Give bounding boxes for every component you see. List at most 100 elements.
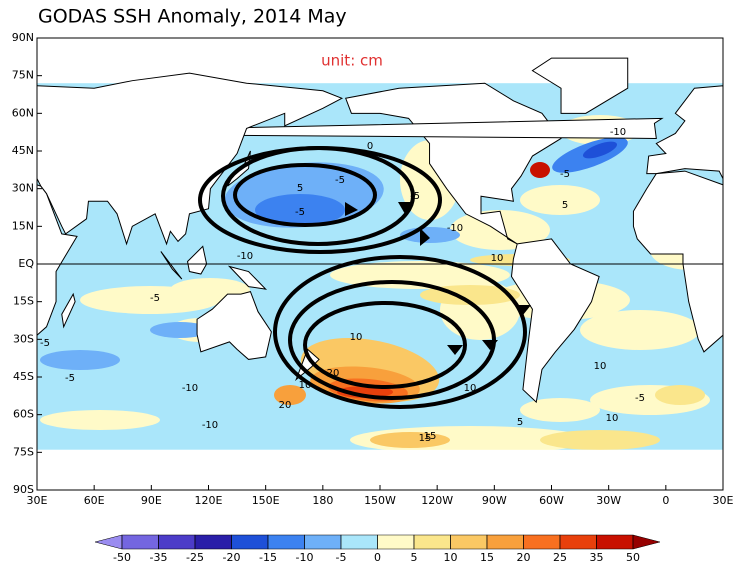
land: [510, 238, 600, 404]
anomaly-positive: [370, 432, 450, 448]
lat-label: 90N: [12, 31, 34, 44]
contour-label: 15: [419, 433, 432, 444]
colorbar-box: [486, 534, 524, 550]
anomaly-positive: [520, 185, 600, 215]
colorbar-label: -20: [223, 551, 241, 564]
anomaly-positive: [655, 385, 705, 405]
lon-label: 60W: [539, 494, 564, 507]
colorbar-label: 25: [553, 551, 567, 564]
colorbar-label: -5: [336, 551, 347, 564]
anomaly-positive: [540, 430, 660, 450]
lat-label: 15N: [12, 219, 34, 232]
colorbar-label: 15: [480, 551, 494, 564]
lat-label: 45N: [12, 144, 34, 157]
contour-label: -10: [182, 383, 198, 394]
lon-label: 30W: [596, 494, 621, 507]
contour-label: 10: [464, 383, 477, 394]
colorbar-label: -10: [296, 551, 314, 564]
contour-label: -5: [560, 169, 570, 180]
colorbar-box: [231, 534, 269, 550]
arrow-head: [447, 345, 463, 355]
colorbar-end: [94, 534, 123, 550]
anomaly-positive: [530, 162, 550, 178]
contour-label: 15: [424, 431, 437, 442]
land: [186, 245, 208, 275]
lon-label: 150E: [252, 494, 280, 507]
contour-label: 5: [297, 183, 303, 194]
colorbar-label: 0: [374, 551, 381, 564]
colorbar-label: -15: [259, 551, 277, 564]
anomaly-positive: [580, 310, 700, 350]
contour-label: 5: [517, 417, 523, 428]
contour-label: 10: [606, 413, 619, 424]
lat-label: 75S: [13, 445, 34, 458]
gyre-arrow: [273, 255, 527, 409]
land: [646, 85, 723, 180]
lon-label: 120E: [195, 494, 223, 507]
colorbar-box: [304, 534, 342, 550]
contour-label: 5: [562, 200, 568, 211]
contour-label: -5: [65, 373, 75, 384]
colorbar-end: [632, 534, 661, 550]
lon-label: 90W: [482, 494, 507, 507]
contour-label: 10: [350, 332, 363, 343]
arrow-head: [482, 340, 498, 350]
anomaly-negative: [255, 194, 345, 226]
lat-label: 30S: [13, 332, 34, 345]
gyre-arrow: [198, 146, 442, 254]
contour-label: -5: [635, 393, 645, 404]
anomaly-positive: [520, 398, 600, 422]
colorbar-label: 50: [626, 551, 640, 564]
lat-label: 90S: [13, 483, 34, 496]
arrow-head: [398, 202, 412, 214]
anomaly-negative: [582, 141, 618, 159]
contour-label: -5: [40, 338, 50, 349]
anomaly-negative: [150, 322, 210, 338]
anomaly-positive: [40, 410, 160, 430]
contour-label: -10: [237, 251, 253, 262]
lon-label: 90E: [141, 494, 162, 507]
land: [37, 72, 344, 246]
lat-label: 30N: [12, 182, 34, 195]
anomaly-positive: [274, 385, 306, 405]
lon-label: 180: [312, 494, 333, 507]
lon-label: 120W: [421, 494, 453, 507]
contour-label: 0: [367, 141, 373, 152]
colorbar-box: [121, 534, 159, 550]
colorbar-label: 10: [444, 551, 458, 564]
lon-label: 150W: [364, 494, 396, 507]
ssh-field: -5 -5 -10 5 -10 -5 -10 -5 10 5 -10 -5 10 20 15 10 20 10 15…: [37, 57, 723, 490]
contour-label: 10: [594, 361, 607, 372]
contour-label: -5: [335, 175, 345, 186]
contour-label: -10: [447, 223, 463, 234]
land: [196, 291, 272, 360]
colorbar-box: [559, 534, 597, 550]
contour-label: -5: [150, 293, 160, 304]
land: [227, 265, 268, 290]
colorbar-label: -25: [186, 551, 204, 564]
land: [37, 184, 78, 336]
lat-label: 60S: [13, 408, 34, 421]
colorbar-box: [340, 534, 378, 550]
contour-label: 20: [279, 400, 292, 411]
land: [61, 292, 76, 329]
contour-label: 10: [299, 380, 312, 391]
contour-label: -10: [202, 420, 218, 431]
contour-label: -5: [410, 191, 420, 202]
lon-label: 30E: [713, 494, 734, 507]
colorbar-label: -35: [150, 551, 168, 564]
land: [160, 251, 183, 280]
contour-label: -10: [610, 127, 626, 138]
colorbar-box: [523, 534, 561, 550]
lon-label: 0: [662, 494, 669, 507]
contour-label: 20: [327, 368, 340, 379]
arrow-head: [345, 202, 358, 216]
lon-label: 30E: [27, 494, 48, 507]
gyre-arrow: [233, 163, 377, 227]
lat-label: EQ: [18, 257, 34, 270]
colorbar-box: [377, 534, 415, 550]
map-title: GODAS SSH Anomaly, 2014 May: [38, 6, 347, 28]
anomaly-negative: [40, 350, 120, 370]
land: [632, 170, 723, 353]
